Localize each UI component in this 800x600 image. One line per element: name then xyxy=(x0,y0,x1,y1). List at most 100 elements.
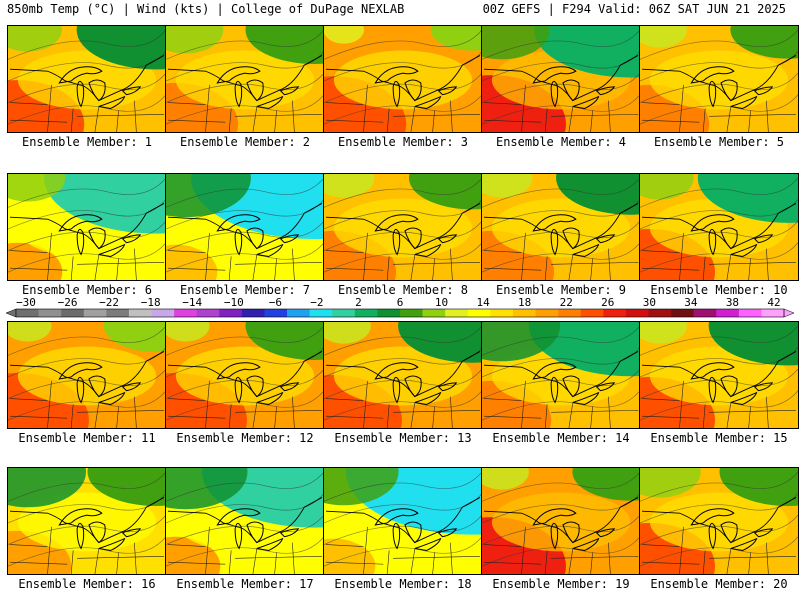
great-lake-outline xyxy=(572,95,600,109)
ensemble-member-label: Ensemble Member: 6 xyxy=(21,283,153,297)
state-boundary xyxy=(325,398,364,401)
great-lake-outline xyxy=(392,522,401,550)
state-boundary xyxy=(568,402,574,428)
cool-region-northwest xyxy=(8,322,52,342)
state-boundary xyxy=(702,404,706,428)
colorbar-segment xyxy=(377,309,401,317)
great-lake-outline xyxy=(88,521,106,544)
great-lake-outline xyxy=(216,362,261,380)
ensemble-member-label: Ensemble Member: 1 xyxy=(21,135,153,149)
colorbar-segment xyxy=(264,309,288,317)
mid-region xyxy=(17,346,157,406)
state-boundary xyxy=(544,256,548,280)
state-boundary xyxy=(766,542,769,574)
state-boundary xyxy=(608,248,611,280)
colorbar-tick-label: −30 xyxy=(16,296,36,309)
height-contour xyxy=(640,29,798,60)
great-lake-outline xyxy=(246,375,264,398)
colorbar-tick-label: 22 xyxy=(560,296,573,309)
colorbar-segment xyxy=(512,309,536,317)
state-boundary xyxy=(116,110,119,132)
state-boundary xyxy=(274,110,277,132)
state-boundary xyxy=(709,410,797,413)
colorbar-tick-label: 2 xyxy=(355,296,362,309)
cool-region-northwest xyxy=(324,174,375,198)
state-boundary xyxy=(274,258,277,280)
cool-region-northwest xyxy=(166,468,248,510)
state-boundary xyxy=(167,561,226,565)
ensemble-member-panel: Ensemble Member: 20 xyxy=(639,467,799,591)
height-contour xyxy=(640,347,798,378)
country-border xyxy=(325,497,481,544)
colorbar-tick-label: 14 xyxy=(476,296,490,309)
country-border xyxy=(9,203,165,250)
colorbar-tick-label: 10 xyxy=(435,296,448,309)
state-boundary xyxy=(521,526,526,574)
state-boundary xyxy=(450,542,453,574)
state-boundary xyxy=(167,398,206,401)
great-lake-outline xyxy=(374,66,419,84)
great-lake-outline xyxy=(246,79,264,102)
state-boundary xyxy=(568,254,574,280)
cool-region-northeast xyxy=(697,174,798,223)
ensemble-member-panel: Ensemble Member: 11 xyxy=(7,321,167,445)
state-boundary xyxy=(325,415,384,419)
state-boundary xyxy=(9,102,48,105)
temperature-map xyxy=(165,25,325,133)
state-boundary xyxy=(748,552,751,574)
state-boundary xyxy=(325,119,384,123)
state-boundary xyxy=(47,232,52,280)
state-boundary xyxy=(393,262,481,265)
state-boundary xyxy=(641,398,680,401)
colorbar-segment xyxy=(738,309,762,317)
state-boundary xyxy=(325,102,364,105)
mid-region xyxy=(333,50,473,110)
state-boundary xyxy=(521,232,526,280)
great-lake-outline xyxy=(414,243,442,257)
state-boundary xyxy=(702,108,706,132)
height-contour xyxy=(640,72,798,103)
state-boundary xyxy=(590,406,593,428)
country-border xyxy=(167,203,323,250)
state-boundary xyxy=(679,232,684,280)
great-lake-outline xyxy=(256,243,284,257)
great-lake-outline xyxy=(88,79,106,102)
height-contour xyxy=(640,51,798,82)
great-lake-outline xyxy=(532,214,577,232)
mid-region xyxy=(491,492,631,552)
state-boundary xyxy=(679,380,684,428)
colorbar-segment xyxy=(287,309,310,317)
great-lake-outline xyxy=(234,228,243,256)
country-border xyxy=(9,497,165,544)
height-contour xyxy=(482,325,640,356)
colorbar-segment xyxy=(174,309,198,317)
state-boundary xyxy=(393,410,481,413)
height-contour xyxy=(166,368,324,399)
height-contour xyxy=(482,177,640,208)
state-boundary xyxy=(252,548,258,574)
country-border xyxy=(641,203,797,250)
great-lake-outline xyxy=(720,521,738,544)
great-lake-outline xyxy=(279,382,300,392)
ensemble-member-panel: Ensemble Member: 10 xyxy=(639,173,799,297)
state-boundary xyxy=(483,119,542,123)
temperature-map xyxy=(481,467,641,575)
great-lake-outline xyxy=(216,214,261,232)
height-contour xyxy=(640,220,798,251)
ensemble-member-label: Ensemble Member: 4 xyxy=(495,135,627,149)
ensemble-member-panel: Ensemble Member: 2 xyxy=(165,25,325,149)
height-contour xyxy=(324,94,482,125)
great-lake-outline xyxy=(58,362,103,380)
height-contour xyxy=(8,242,166,273)
temperature-map xyxy=(481,321,641,429)
great-lake-outline xyxy=(76,376,85,404)
ensemble-member-panel: Ensemble Member: 4 xyxy=(481,25,641,149)
cool-region-northeast xyxy=(103,322,166,352)
great-lake-outline xyxy=(234,80,243,108)
cool-region-northeast xyxy=(430,26,482,51)
great-lake-outline xyxy=(121,86,142,96)
great-lake-outline xyxy=(708,376,717,404)
cool-region-northwest xyxy=(482,26,550,60)
great-lake-outline xyxy=(234,376,243,404)
height-contour xyxy=(324,72,482,103)
